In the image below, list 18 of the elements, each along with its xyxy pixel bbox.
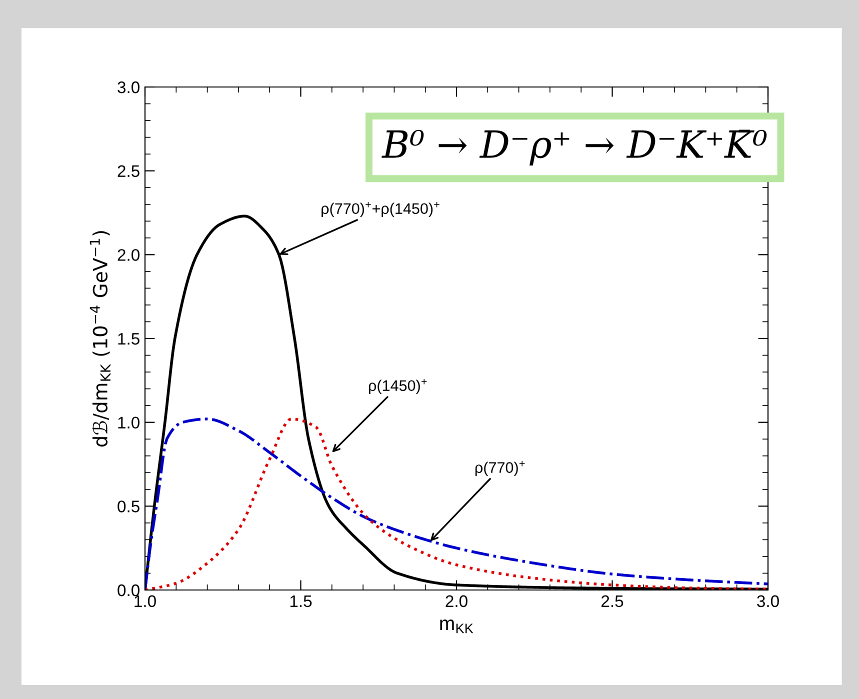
y-tick-label: 0.0 (118, 584, 140, 596)
text: B⁰ → D⁻ρ⁺ → D⁻K⁺K̄⁰ (382, 130, 767, 166)
y-tick-label: 3.0 (118, 81, 140, 94)
y-axis-title: dℬ/dm$_{KK}$ (10$^{−4}$ GeV$^{−1}$) (90, 231, 110, 447)
y-tick-label: 0.5 (118, 500, 140, 512)
y-tick-label: 1.5 (118, 333, 140, 345)
annotation: ρ(1450)$^{+}$ (368, 379, 427, 394)
y-tick-label: 1.0 (118, 416, 140, 429)
annotation: ρ(770)$^{+}$ (475, 460, 525, 476)
x-tick-label: 2.0 (446, 595, 468, 608)
x-tick-label: 1.5 (290, 595, 312, 608)
annotation: ρ(770)$^{+}$+ρ(1450)$^{+}$ (322, 202, 440, 218)
x-tick-label: 3.0 (757, 595, 779, 608)
y-tick-label: 2.0 (118, 249, 140, 261)
x-axis-title: m$_{KK}$ (440, 620, 474, 634)
y-tick-label: 2.5 (118, 165, 140, 178)
x-tick-label: 1.0 (134, 595, 156, 608)
x-tick-label: 2.5 (602, 595, 624, 608)
